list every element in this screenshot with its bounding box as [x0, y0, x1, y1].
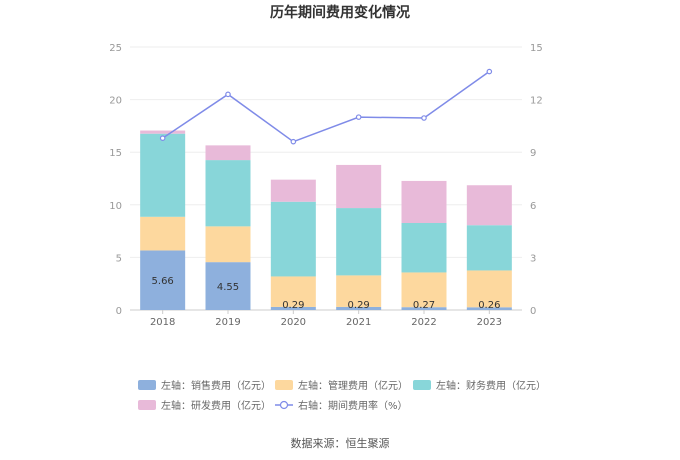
- x-tick-label: 2018: [150, 317, 175, 328]
- rate-point: [355, 114, 362, 120]
- right-tick-label: 15: [530, 43, 543, 54]
- bar-segment-3: [140, 133, 186, 217]
- data-label: 0.29: [282, 300, 304, 311]
- bar-segment-2: [336, 275, 382, 307]
- bar-segment-3: [205, 160, 251, 227]
- x-tick-label: 2021: [346, 317, 371, 328]
- data-label: 0.29: [348, 300, 370, 311]
- bar-segment-2: [466, 270, 512, 308]
- rate-line: [159, 68, 493, 145]
- chart-title: 历年期间费用变化情况: [270, 4, 410, 21]
- bar-segment-3: [336, 208, 382, 276]
- bar-segment-4: [270, 179, 316, 202]
- left-tick-label: 20: [109, 96, 122, 107]
- right-tick-label: 3: [530, 253, 536, 264]
- x-tick-label: 2019: [215, 317, 240, 328]
- bar-segment-2: [401, 272, 447, 308]
- rate-line-path: [162, 70, 490, 143]
- legend-label: 右轴：期间费用率（%）: [298, 399, 408, 412]
- grid: [130, 46, 522, 311]
- x-tick-label: 2020: [281, 317, 306, 328]
- legend-item[interactable]: 右轴：期间费用率（%）: [275, 399, 408, 412]
- right-tick-label: 0: [530, 306, 536, 317]
- bar-segment-2: [140, 216, 186, 251]
- rate-point: [421, 115, 427, 121]
- legend-swatch: [138, 400, 156, 410]
- x-tick-label: 2023: [477, 317, 502, 328]
- bar-segment-1: [270, 306, 316, 310]
- bar-segment-1: [466, 307, 512, 310]
- legend-label: 左轴：财务费用（亿元）: [436, 379, 546, 392]
- legend-item[interactable]: 左轴：财务费用（亿元）: [413, 379, 546, 392]
- bar-segment-4: [401, 180, 447, 223]
- data-label: 0.26: [478, 300, 500, 311]
- bar-segment-2: [270, 276, 316, 307]
- left-tick-label: 15: [109, 148, 122, 159]
- bar-segment-3: [270, 201, 316, 277]
- bar-segment-4: [336, 164, 382, 209]
- legend-swatch: [275, 380, 293, 390]
- left-axis: 0 5 10 15 20 25: [109, 43, 122, 317]
- bar-segment-3: [466, 225, 512, 271]
- data-label: 5.66: [152, 276, 174, 287]
- data-labels: 5.66 4.55 0.29 0.29 0.27 0.26: [152, 276, 501, 311]
- right-tick-label: 9: [530, 148, 536, 159]
- bar-segment-4: [466, 185, 512, 226]
- bar-segment-4: [140, 130, 186, 134]
- legend-swatch: [413, 380, 431, 390]
- left-tick-label: 10: [109, 201, 122, 212]
- data-label: 0.27: [413, 300, 435, 311]
- bar-segment-1: [205, 262, 251, 310]
- legend-swatch: [138, 380, 156, 390]
- bar-segment-3: [401, 222, 447, 273]
- bar-segment-1: [336, 306, 382, 310]
- rate-point: [159, 135, 166, 141]
- source-text: 数据来源：恒生聚源: [291, 436, 390, 450]
- x-axis: 2018 2019 2020 2021 2022 2023: [150, 310, 502, 328]
- rate-point: [225, 91, 231, 98]
- bar-segment-2: [205, 226, 251, 263]
- legend-label: 左轴：管理费用（亿元）: [298, 379, 408, 392]
- left-tick-label: 5: [116, 253, 122, 264]
- left-tick-label: 25: [109, 43, 122, 54]
- legend-label: 左轴：销售费用（亿元）: [161, 379, 271, 392]
- bar-segment-1: [401, 307, 447, 310]
- left-tick-label: 0: [116, 306, 122, 317]
- rate-point: [290, 138, 297, 145]
- bars: [140, 130, 512, 310]
- bar-segment-4: [205, 145, 251, 161]
- x-tick-label: 2022: [411, 317, 436, 328]
- legend-item[interactable]: 左轴：研发费用（亿元）: [138, 399, 271, 412]
- right-axis: 0 3 6 9 12 15: [530, 43, 543, 317]
- data-label: 4.55: [217, 282, 239, 293]
- right-tick-label: 6: [530, 201, 536, 212]
- rate-point: [486, 68, 493, 75]
- legend-item[interactable]: 左轴：管理费用（亿元）: [275, 379, 408, 392]
- legend-item[interactable]: 左轴：销售费用（亿元）: [138, 379, 271, 392]
- right-tick-label: 12: [530, 96, 543, 107]
- legend[interactable]: 左轴：销售费用（亿元） 左轴：管理费用（亿元） 左轴：财务费用（亿元） 左轴：研发费用…: [138, 379, 546, 412]
- legend-marker: [279, 400, 289, 410]
- bar-segment-1: [140, 250, 186, 310]
- legend-label: 左轴：研发费用（亿元）: [161, 399, 271, 412]
